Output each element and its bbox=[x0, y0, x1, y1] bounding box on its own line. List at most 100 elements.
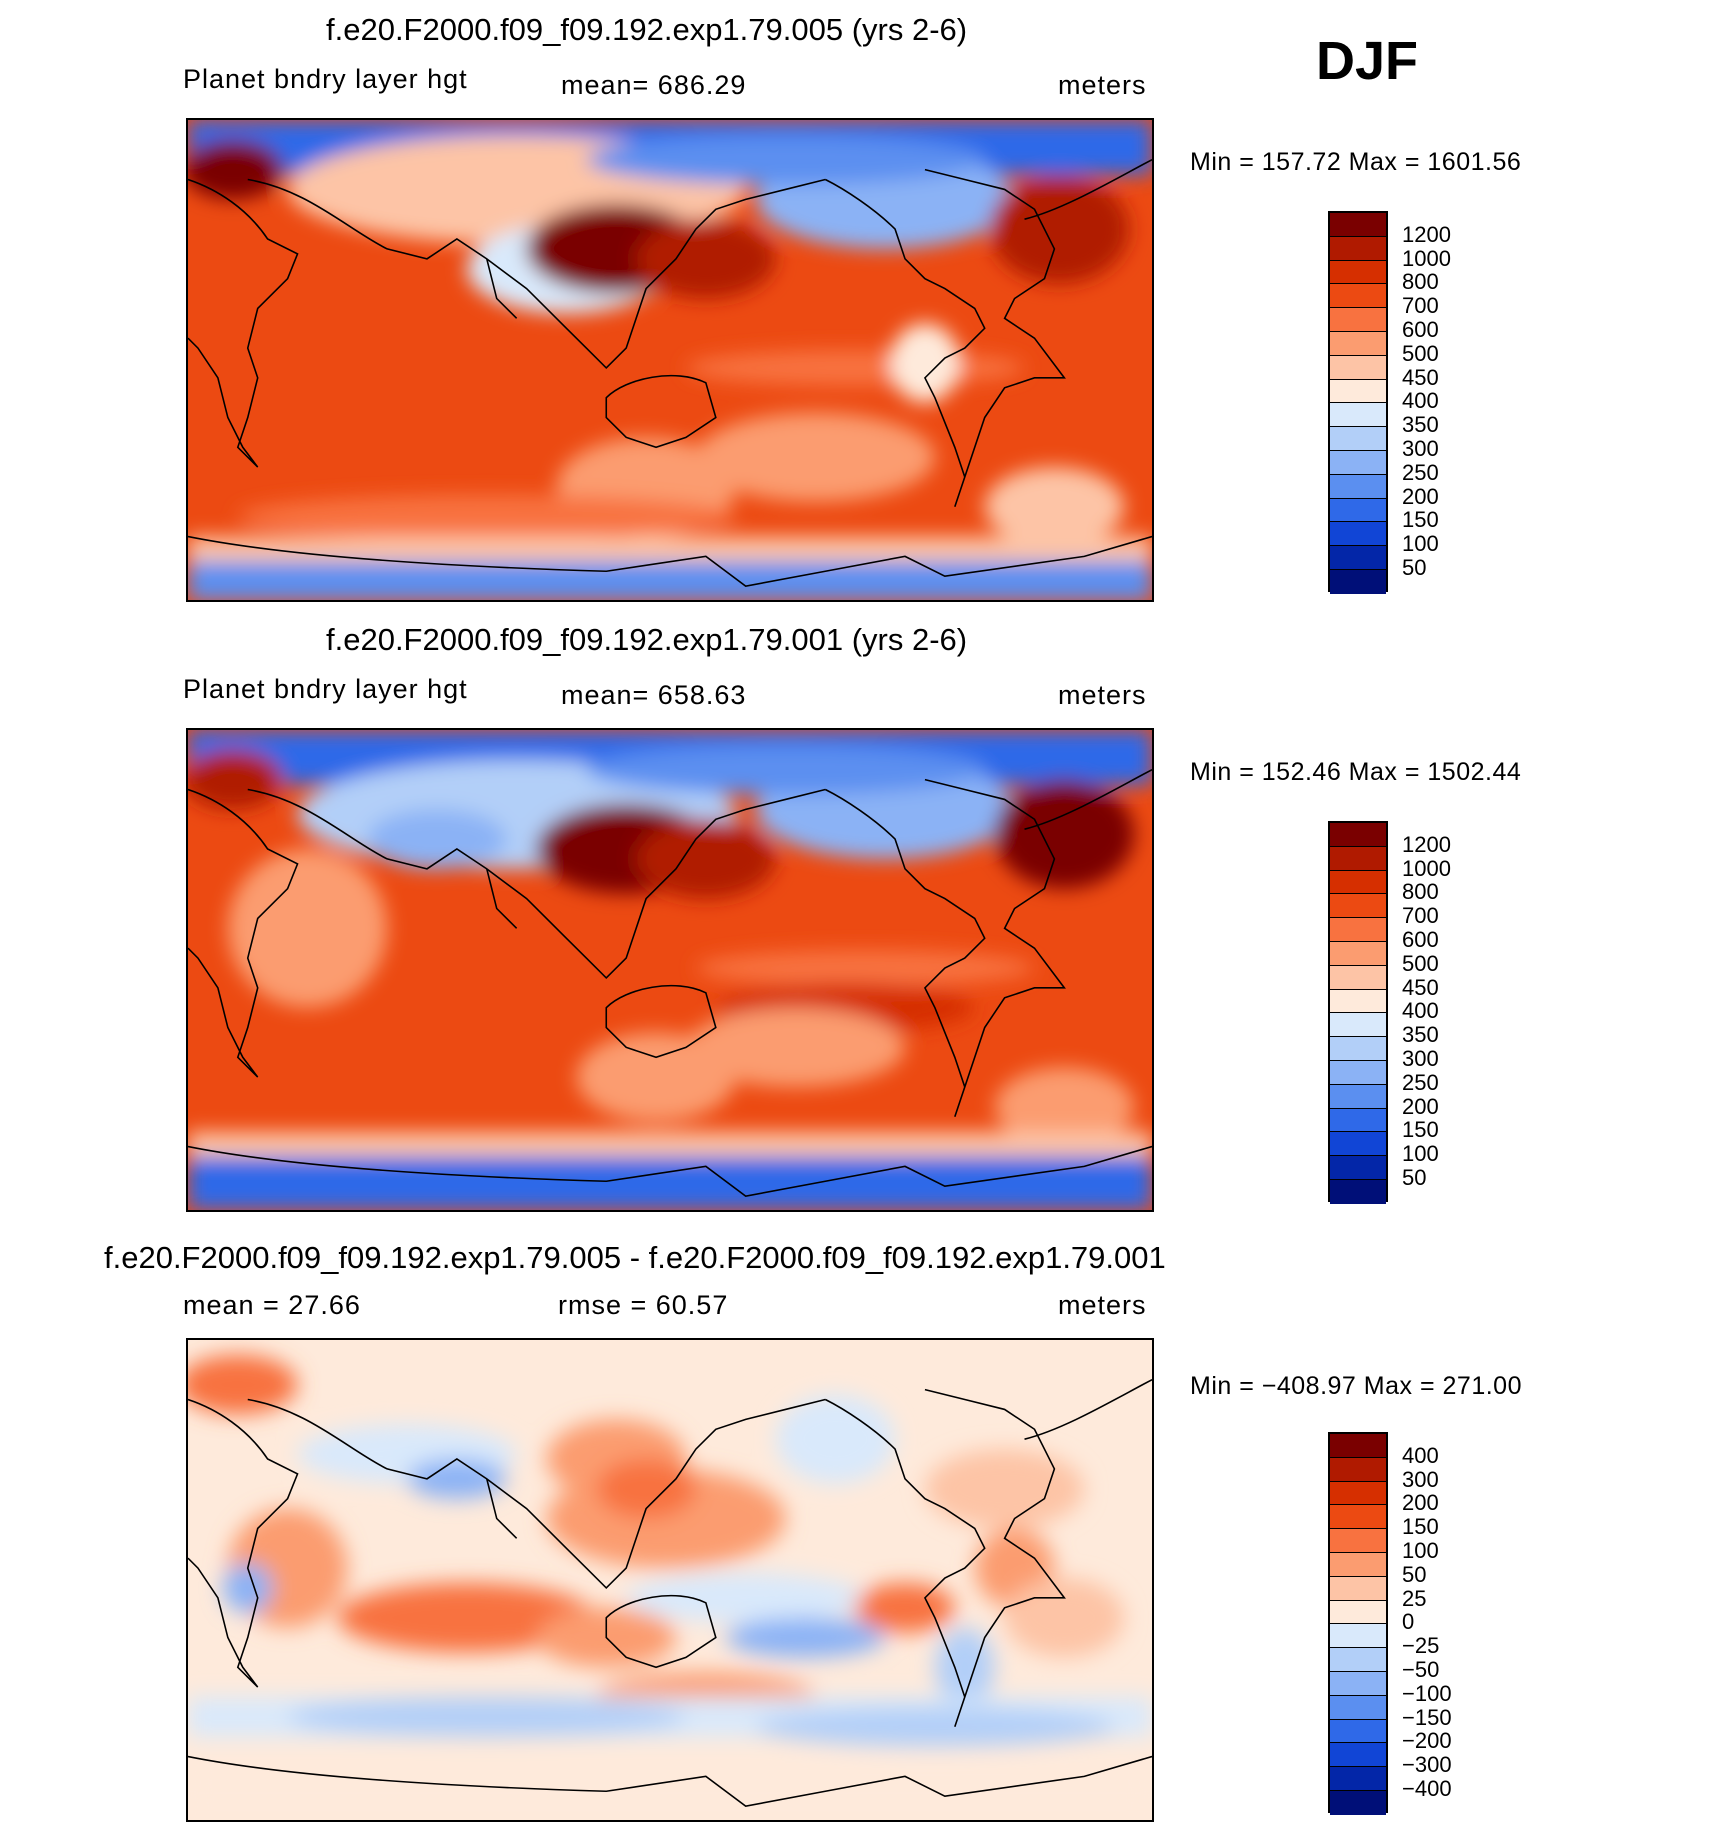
panel-1-title: f.e20.F2000.f09_f09.192.exp1.79.005 (yrs… bbox=[326, 12, 968, 47]
colorbar-box bbox=[1330, 918, 1386, 942]
colorbar-tick-label: 600 bbox=[1402, 317, 1439, 342]
colorbar-tick-label: 300 bbox=[1402, 1046, 1439, 1071]
colorbar-tick-label: −400 bbox=[1402, 1776, 1452, 1801]
colorbar-box bbox=[1330, 498, 1386, 523]
colorbar-box bbox=[1330, 1037, 1386, 1061]
colorbar-tick-label: 350 bbox=[1402, 1022, 1439, 1048]
colorbar-tick-label: 250 bbox=[1402, 459, 1439, 485]
colorbar-tick-label: −300 bbox=[1402, 1752, 1452, 1778]
colorbar-tick-label: 100 bbox=[1402, 1538, 1439, 1563]
colorbar-box bbox=[1330, 379, 1386, 404]
panel-2-variable-label: Planet bndry layer hgt bbox=[183, 674, 468, 704]
panel-1-colorbar bbox=[1328, 211, 1388, 594]
colorbar-box bbox=[1330, 1481, 1386, 1506]
colorbar-tick-label: 500 bbox=[1402, 340, 1439, 366]
colorbar-tick-label: 400 bbox=[1402, 998, 1439, 1024]
panel-2-map bbox=[186, 728, 1154, 1212]
panel-2-minmax: Min = 152.46 Max = 1502.44 bbox=[1190, 758, 1522, 786]
colorbar-tick-label: 400 bbox=[1402, 1442, 1439, 1468]
colorbar-tick-label: 50 bbox=[1402, 555, 1427, 580]
panel-1-mean-label: mean= 686.29 bbox=[561, 70, 747, 100]
colorbar-tick-label: 700 bbox=[1402, 293, 1439, 319]
colorbar-box bbox=[1330, 1505, 1386, 1530]
colorbar-tick-label: 250 bbox=[1402, 1069, 1439, 1095]
colorbar-tick-label: 200 bbox=[1402, 483, 1439, 509]
colorbar-box bbox=[1330, 1457, 1386, 1482]
panel-3-mean-label: mean = 27.66 bbox=[183, 1290, 361, 1320]
panel-1-units-label: meters bbox=[1058, 70, 1147, 100]
colorbar-tick-label: −50 bbox=[1402, 1657, 1440, 1682]
colorbar-tick-label: 25 bbox=[1402, 1585, 1427, 1611]
colorbar-tick-label: 450 bbox=[1402, 364, 1439, 390]
colorbar-box bbox=[1330, 989, 1386, 1014]
colorbar-box bbox=[1330, 941, 1386, 966]
colorbar-box bbox=[1330, 1719, 1386, 1744]
colorbar-box bbox=[1330, 427, 1386, 451]
colorbar-box bbox=[1330, 284, 1386, 309]
panel-2-colorbar bbox=[1328, 821, 1388, 1204]
colorbar-box bbox=[1330, 236, 1386, 261]
panel-3-units-label: meters bbox=[1058, 1290, 1147, 1320]
colorbar-box bbox=[1330, 1743, 1386, 1768]
colorbar-tick-label: 300 bbox=[1402, 1466, 1439, 1492]
panel-2-title: f.e20.F2000.f09_f09.192.exp1.79.001 (yrs… bbox=[326, 622, 968, 657]
panel-3-rmse-label: rmse = 60.57 bbox=[558, 1290, 729, 1320]
colorbar-tick-label: −150 bbox=[1402, 1704, 1452, 1730]
colorbar-tick-label: −100 bbox=[1402, 1680, 1452, 1706]
colorbar-box bbox=[1330, 213, 1386, 237]
colorbar-box bbox=[1330, 569, 1386, 594]
panel-3-minmax: Min = −408.97 Max = 271.00 bbox=[1190, 1372, 1522, 1400]
colorbar-tick-label: 150 bbox=[1402, 1117, 1439, 1143]
colorbar-tick-label: −25 bbox=[1402, 1633, 1440, 1659]
colorbar-box bbox=[1330, 1529, 1386, 1553]
colorbar-box bbox=[1330, 1060, 1386, 1085]
colorbar-tick-label: 1200 bbox=[1402, 221, 1451, 247]
panel-2-units-label: meters bbox=[1058, 680, 1147, 710]
colorbar-box bbox=[1330, 1695, 1386, 1720]
colorbar-box bbox=[1330, 1084, 1386, 1109]
colorbar-box bbox=[1330, 894, 1386, 919]
colorbar-tick-label: 200 bbox=[1402, 1093, 1439, 1119]
colorbar-box bbox=[1330, 965, 1386, 990]
colorbar-tick-label: 1000 bbox=[1402, 855, 1451, 881]
colorbar-box bbox=[1330, 1767, 1386, 1791]
colorbar-box bbox=[1330, 1552, 1386, 1577]
colorbar-box bbox=[1330, 1434, 1386, 1458]
colorbar-box bbox=[1330, 1108, 1386, 1133]
colorbar-box bbox=[1330, 1790, 1386, 1815]
colorbar-box bbox=[1330, 1179, 1386, 1204]
colorbar-tick-label: −200 bbox=[1402, 1728, 1452, 1754]
panel-1-minmax: Min = 157.72 Max = 1601.56 bbox=[1190, 148, 1522, 176]
colorbar-box bbox=[1330, 355, 1386, 380]
colorbar-tick-label: 0 bbox=[1402, 1609, 1415, 1635]
colorbar-box bbox=[1330, 823, 1386, 847]
colorbar-box bbox=[1330, 1576, 1386, 1601]
colorbar-tick-label: 100 bbox=[1402, 531, 1439, 557]
colorbar-box bbox=[1330, 331, 1386, 356]
colorbar-tick-label: 300 bbox=[1402, 436, 1439, 461]
colorbar-tick-label: 50 bbox=[1402, 1561, 1427, 1587]
panel-2-mean-label: mean= 658.63 bbox=[561, 680, 747, 710]
colorbar-box bbox=[1330, 846, 1386, 871]
colorbar-box bbox=[1330, 260, 1386, 285]
panel-3-map bbox=[186, 1338, 1154, 1822]
colorbar-tick-label: 150 bbox=[1402, 507, 1439, 533]
colorbar-box bbox=[1330, 522, 1386, 547]
colorbar-box bbox=[1330, 1600, 1386, 1625]
colorbar-tick-label: 50 bbox=[1402, 1165, 1427, 1190]
colorbar-tick-label: 600 bbox=[1402, 927, 1439, 952]
colorbar-tick-label: 200 bbox=[1402, 1490, 1439, 1516]
colorbar-tick-label: 350 bbox=[1402, 412, 1439, 438]
colorbar-box bbox=[1330, 1671, 1386, 1696]
colorbar-box bbox=[1330, 1624, 1386, 1649]
colorbar-box bbox=[1330, 474, 1386, 499]
panel-1-map bbox=[186, 118, 1154, 602]
colorbar-tick-label: 400 bbox=[1402, 388, 1439, 414]
colorbar-box bbox=[1330, 1156, 1386, 1180]
colorbar-tick-label: 800 bbox=[1402, 269, 1439, 295]
colorbar-box bbox=[1330, 1132, 1386, 1157]
colorbar-box bbox=[1330, 1013, 1386, 1038]
colorbar-box bbox=[1330, 546, 1386, 570]
colorbar-box bbox=[1330, 403, 1386, 428]
colorbar-tick-label: 1200 bbox=[1402, 831, 1451, 857]
